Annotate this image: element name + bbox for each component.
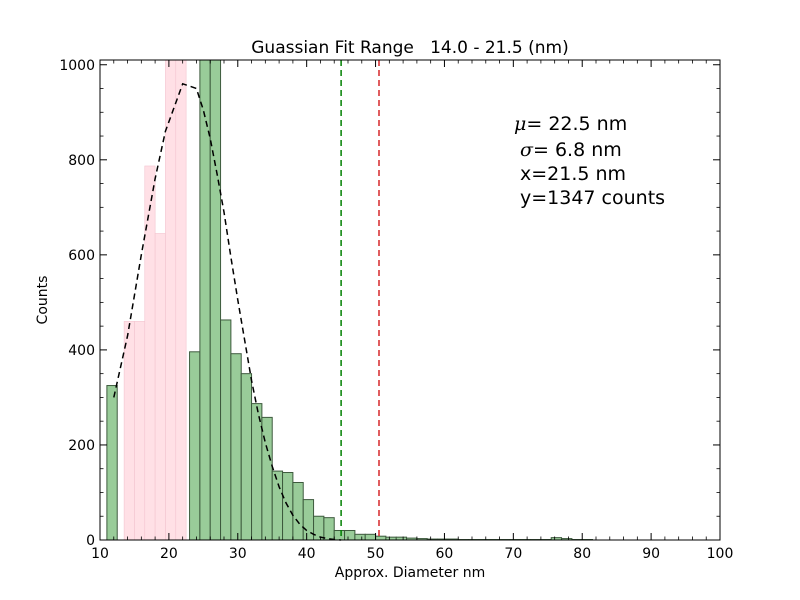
x-tick-label: 100 — [707, 546, 734, 562]
sigma-symbol: σ — [520, 139, 534, 161]
histogram-bar-0 — [106, 385, 118, 541]
fit-range-bar-4 — [165, 59, 177, 541]
histogram-bar-5 — [230, 353, 242, 541]
y-axis-title: Counts — [35, 276, 51, 325]
histogram-bar-15 — [333, 529, 346, 541]
histogram-bar-3 — [209, 59, 222, 541]
mu-symbol: μ — [514, 113, 526, 135]
x-tick-label: 10 — [91, 546, 109, 562]
annotation-y: y=1347 counts — [520, 187, 665, 209]
sigma-value: = 6.8 nm — [533, 139, 622, 161]
x-tick-label: 90 — [642, 546, 660, 562]
fit-range-bar-2 — [144, 165, 156, 541]
x-tick-label: 40 — [298, 546, 316, 562]
y-tick-label: 200 — [68, 438, 95, 454]
histogram-bar-6 — [240, 373, 253, 541]
x-tick-label: 50 — [367, 546, 385, 562]
histogram-bar-18 — [364, 533, 377, 541]
chart-title: Guassian Fit Range 14.0 - 21.5 (nm) — [251, 38, 568, 58]
histogram-bar-11 — [292, 481, 304, 541]
fit-range-bar-0 — [123, 321, 135, 541]
histogram-bar-19 — [375, 535, 387, 541]
x-axis-title: Approx. Diameter nm — [335, 565, 485, 581]
bars-layer — [106, 59, 594, 541]
histogram-bar-1 — [189, 351, 201, 541]
x-tick-label: 30 — [229, 546, 247, 562]
histogram-bar-13 — [313, 515, 325, 541]
y-tick-label: 1000 — [59, 58, 95, 74]
y-tick-label: 0 — [86, 533, 95, 549]
mu-value: = 22.5 nm — [526, 113, 627, 135]
x-tick-label: 80 — [573, 546, 591, 562]
annotation-x: x=21.5 nm — [520, 163, 626, 185]
fit-range-bar-1 — [134, 321, 146, 541]
histogram-bar-17 — [354, 533, 366, 541]
x-tick-label: 60 — [436, 546, 454, 562]
histogram-bar-14 — [323, 517, 335, 541]
x-tick-label: 20 — [160, 546, 178, 562]
fit-annotation: μ= 22.5 nm σ= 6.8 nm x=21.5 nm y=1347 co… — [514, 113, 665, 209]
vlines-layer — [340, 60, 380, 540]
annotation-mu: μ= 22.5 nm — [514, 113, 627, 135]
y-tick-label: 600 — [68, 248, 95, 264]
fit-range-bar-3 — [154, 233, 166, 541]
histogram-bar-9 — [271, 470, 284, 541]
histogram-bar-7 — [251, 403, 263, 541]
histogram-bar-4 — [220, 319, 232, 541]
gaussian-fit-curve — [113, 82, 342, 541]
plot-frame — [99, 59, 721, 541]
fit-curve-layer — [113, 82, 342, 541]
y-tick-label: 800 — [68, 153, 95, 169]
fit-range-bar-5 — [175, 59, 187, 541]
histogram-bar-16 — [344, 529, 356, 541]
x-tick-label: 70 — [504, 546, 522, 562]
y-tick-label: 400 — [68, 343, 95, 359]
annotation-sigma: σ= 6.8 nm — [520, 139, 622, 161]
